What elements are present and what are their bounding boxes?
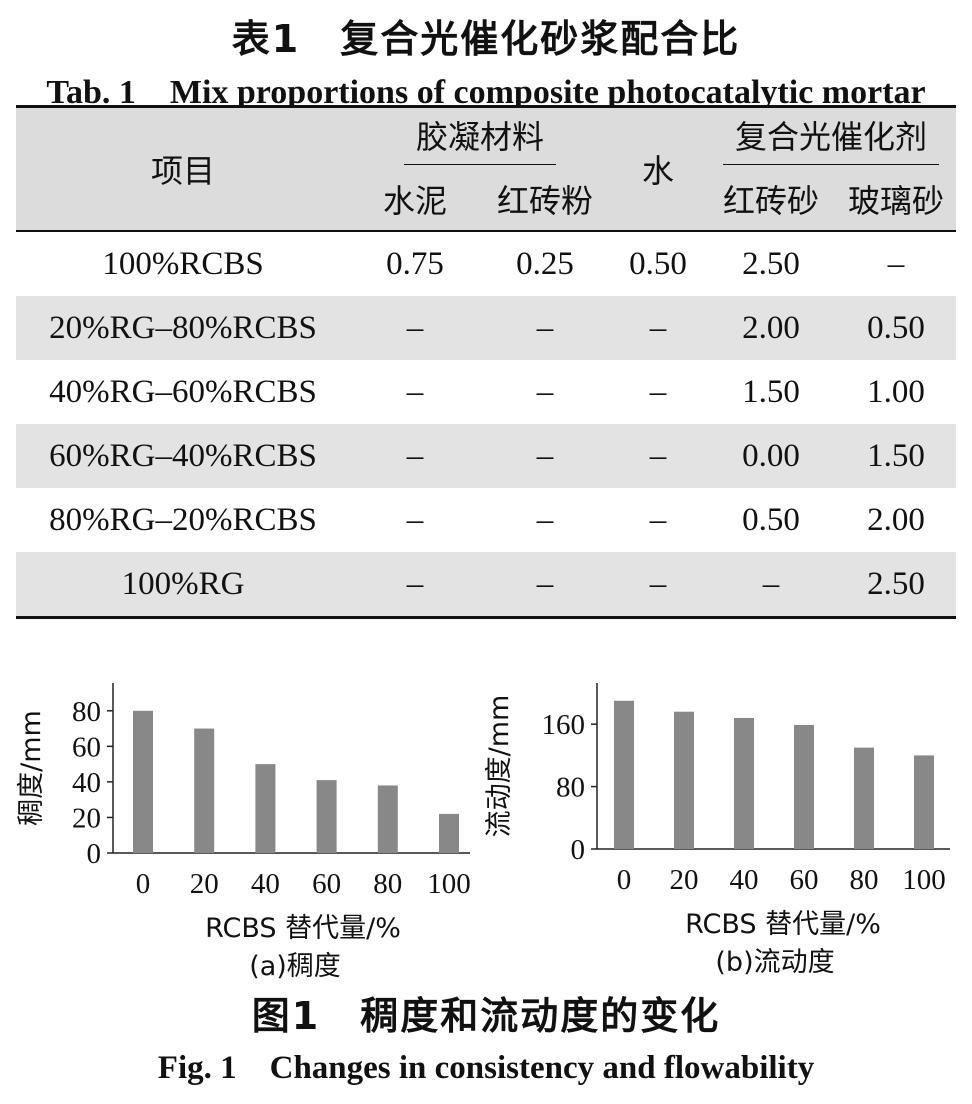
header-cement: 水泥 xyxy=(382,182,447,220)
table-row: 80%RG–20%RCBS – – – 0.50 2.00 xyxy=(16,488,956,552)
row-name: 100%RG xyxy=(121,565,245,602)
y-tick-label: 20 xyxy=(72,802,101,834)
table-row: 100%RCBS 0.75 0.25 0.50 2.50 – xyxy=(16,231,956,296)
figure-title-cn: 图1 稠度和流动度的变化 xyxy=(251,994,721,1038)
row-name: 40%RG–60%RCBS xyxy=(49,373,317,410)
table-row: 100%RG – – – – 2.50 xyxy=(16,552,956,618)
cell-value: 0.00 xyxy=(742,437,800,474)
header-brick-sand: 红砖砂 xyxy=(722,182,819,220)
bar xyxy=(914,755,934,849)
cell-value: 2.00 xyxy=(742,309,800,346)
bar xyxy=(194,728,215,853)
x-tick-label: 20 xyxy=(190,868,219,900)
y-tick-label: 0 xyxy=(571,834,586,866)
cell-value: – xyxy=(406,309,424,346)
cell-value: 2.00 xyxy=(867,501,925,538)
header-item: 项目 xyxy=(150,152,215,190)
cell-value: – xyxy=(406,373,424,410)
header-glass-sand: 玻璃砂 xyxy=(847,182,944,220)
x-axis-label: RCBS 替代量/% xyxy=(205,913,401,944)
cell-value: – xyxy=(536,501,554,538)
bar xyxy=(734,717,754,849)
cell-value: 0.50 xyxy=(867,309,925,346)
bar xyxy=(794,724,814,849)
x-tick-label: 80 xyxy=(373,868,402,900)
cell-value: – xyxy=(649,373,667,410)
x-tick-label: 40 xyxy=(251,868,280,900)
header-brick-powder: 红砖粉 xyxy=(496,182,593,220)
row-name: 20%RG–80%RCBS xyxy=(49,309,317,346)
y-tick-label: 80 xyxy=(556,772,585,804)
cell-value: 2.50 xyxy=(867,565,925,602)
cell-value: – xyxy=(649,565,667,602)
y-axis-label: 流动度/mm xyxy=(484,695,515,838)
row-name: 60%RG–40%RCBS xyxy=(49,437,317,474)
chart-caption: (b)流动度 xyxy=(715,947,834,978)
figure-title-en: Fig. 1 Changes in consistency and flowab… xyxy=(157,1050,815,1086)
x-axis-label: RCBS 替代量/% xyxy=(685,909,881,940)
cell-value: – xyxy=(406,565,424,602)
bar xyxy=(439,813,459,853)
cell-value: 2.50 xyxy=(742,245,800,282)
bar xyxy=(255,764,276,853)
cell-value: – xyxy=(649,309,667,346)
cell-value: – xyxy=(536,565,554,602)
row-name: 100%RCBS xyxy=(102,245,264,282)
cell-value: 0.50 xyxy=(629,245,687,282)
cell-value: – xyxy=(649,501,667,538)
y-tick-label: 80 xyxy=(72,696,101,728)
x-tick-label: 0 xyxy=(617,864,632,896)
x-tick-label: 0 xyxy=(136,868,151,900)
bar xyxy=(674,711,694,849)
x-tick-label: 80 xyxy=(850,864,879,896)
y-tick-label: 160 xyxy=(542,709,586,741)
cell-value: 0.50 xyxy=(742,501,800,538)
table-row: 60%RG–40%RCBS – – – 0.00 1.50 xyxy=(16,424,956,488)
y-tick-label: 0 xyxy=(87,838,102,870)
bar xyxy=(316,780,337,853)
bar xyxy=(854,747,874,849)
cell-value: – xyxy=(406,437,424,474)
cell-value: – xyxy=(649,437,667,474)
header-binder: 胶凝材料 xyxy=(403,112,556,165)
header-water: 水 xyxy=(641,152,674,190)
bar xyxy=(133,710,153,853)
y-tick-label: 40 xyxy=(72,767,101,799)
x-tick-label: 60 xyxy=(790,864,819,896)
header-photocatalyst: 复合光催化剂 xyxy=(722,112,939,165)
table-row: 40%RG–60%RCBS – – – 1.50 1.00 xyxy=(16,360,956,424)
table-title-en: Tab. 1 Mix proportions of composite phot… xyxy=(46,74,926,111)
cell-value: 1.50 xyxy=(867,437,925,474)
x-tick-label: 60 xyxy=(312,868,341,900)
mix-proportion-table: 项目 胶凝材料 水 复合光催化剂 水泥 红砖粉 红砖砂 玻璃砂 100%RCBS… xyxy=(16,105,956,619)
x-tick-label: 100 xyxy=(902,864,946,896)
cell-value: – xyxy=(536,373,554,410)
cell-value: 0.75 xyxy=(386,245,444,282)
cell-value: – xyxy=(536,437,554,474)
table-row: 20%RG–80%RCBS – – – 2.00 0.50 xyxy=(16,296,956,360)
bar xyxy=(377,785,398,853)
x-tick-label: 40 xyxy=(730,864,759,896)
y-tick-label: 60 xyxy=(72,731,101,763)
cell-value: 0.25 xyxy=(516,245,574,282)
x-tick-label: 100 xyxy=(427,868,471,900)
y-axis-label: 稠度/mm xyxy=(16,710,47,826)
table-title-cn: 表1 复合光催化砂浆配合比 xyxy=(231,17,741,61)
cell-value: – xyxy=(406,501,424,538)
cell-value: – xyxy=(536,309,554,346)
row-name: 80%RG–20%RCBS xyxy=(49,501,317,538)
cell-value: 1.00 xyxy=(867,373,925,410)
x-tick-label: 20 xyxy=(670,864,699,896)
cell-value: 1.50 xyxy=(742,373,800,410)
cell-value: – xyxy=(762,565,780,602)
cell-value: – xyxy=(887,245,905,282)
bar xyxy=(614,700,634,849)
chart-caption: (a)稠度 xyxy=(249,951,341,982)
